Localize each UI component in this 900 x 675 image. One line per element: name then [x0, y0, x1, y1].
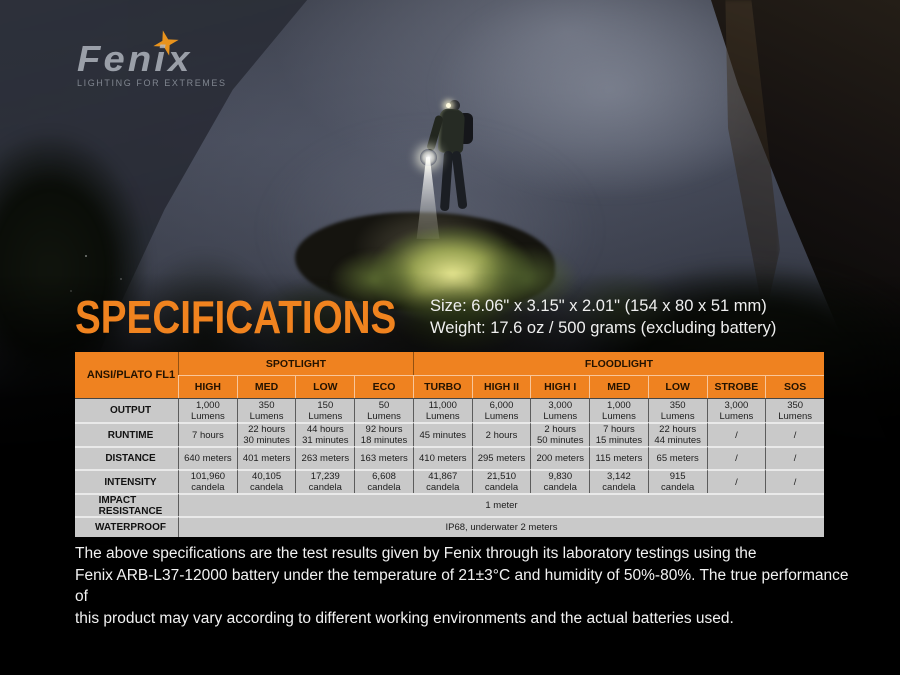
cell-output-10: 350 Lumens — [765, 398, 824, 422]
column-header-med: MED — [589, 375, 648, 398]
cell-intensity-6: 9,830 candela — [530, 469, 590, 493]
cell-intensity-8: 915 candela — [647, 469, 707, 493]
column-header-high-i: HIGH I — [530, 375, 590, 398]
cell-runtime-1: 22 hours 30 minutes — [236, 422, 296, 446]
cell-runtime-7: 7 hours 15 minutes — [589, 422, 648, 446]
cell-distance-3: 163 meters — [354, 446, 413, 469]
cell-intensity-2: 17,239 candela — [295, 469, 355, 493]
column-header-eco: ECO — [354, 375, 413, 398]
column-header-high: HIGH — [178, 375, 237, 398]
cell-intensity-10: / — [765, 469, 824, 493]
row-label-distance: DISTANCE — [75, 446, 178, 469]
fenix-logo: Fenix LIGHTING FOR EXTREMES — [77, 30, 227, 88]
cell-intensity-7: 3,142 candela — [589, 469, 648, 493]
cell-runtime-3: 92 hours 18 minutes — [354, 422, 413, 446]
cell-intensity-0: 101,960 candela — [178, 469, 237, 493]
waterproof-value: IP68, underwater 2 meters — [178, 516, 824, 537]
column-header-med: MED — [236, 375, 296, 398]
row-label-waterproof: WATERPROOF — [75, 516, 178, 537]
row-label-output: OUTPUT — [75, 398, 178, 422]
cell-output-9: 3,000 Lumens — [706, 398, 766, 422]
disclaimer-text: The above specifications are the test re… — [75, 543, 865, 629]
cell-distance-10: / — [765, 446, 824, 469]
column-group-spotlight: SPOTLIGHT — [178, 352, 413, 375]
cell-distance-7: 115 meters — [589, 446, 648, 469]
cell-output-4: 11,000 Lumens — [412, 398, 472, 422]
impact-resistance-value: 1 meter — [178, 493, 824, 516]
dimensions-block: Size: 6.06" x 3.15" x 2.01" (154 x 80 x … — [430, 296, 776, 339]
disclaimer-line: Fenix ARB-L37-12000 battery under the te… — [75, 566, 849, 606]
page-title: SPECIFICATIONS — [75, 291, 397, 343]
cell-runtime-2: 44 hours 31 minutes — [295, 422, 355, 446]
specifications-table: ANSI/PLATO FL1 SPOTLIGHT FLOODLIGHT HIGH… — [75, 352, 824, 537]
cell-distance-5: 295 meters — [471, 446, 531, 469]
cell-output-5: 6,000 Lumens — [471, 398, 531, 422]
row-label-intensity: INTENSITY — [75, 469, 178, 493]
cell-distance-8: 65 meters — [647, 446, 707, 469]
page-title-block: SPECIFICATIONS — [75, 293, 458, 341]
cell-output-6: 3,000 Lumens — [530, 398, 590, 422]
brand-tagline: LIGHTING FOR EXTREMES — [77, 78, 227, 88]
row-label-runtime: RUNTIME — [75, 422, 178, 446]
cell-runtime-10: / — [765, 422, 824, 446]
cell-intensity-3: 6,608 candela — [354, 469, 413, 493]
disclaimer-line: The above specifications are the test re… — [75, 545, 757, 562]
cell-distance-9: / — [706, 446, 766, 469]
cell-intensity-5: 21,510 candela — [471, 469, 531, 493]
cell-runtime-4: 45 minutes — [412, 422, 472, 446]
star-icon — [153, 30, 179, 56]
disclaimer-line: this product may vary according to diffe… — [75, 609, 734, 627]
size-line: Size: 6.06" x 3.15" x 2.01" (154 x 80 x … — [430, 297, 767, 315]
cell-runtime-8: 22 hours 44 minutes — [647, 422, 707, 446]
cell-distance-1: 401 meters — [236, 446, 296, 469]
cell-distance-4: 410 meters — [412, 446, 472, 469]
cell-runtime-0: 7 hours — [178, 422, 237, 446]
cell-output-7: 1,000 Lumens — [589, 398, 648, 422]
cell-intensity-4: 41,867 candela — [412, 469, 472, 493]
brand-name: Fenix — [77, 38, 193, 79]
column-header-sos: SOS — [765, 375, 824, 398]
column-header-high-ii: HIGH II — [471, 375, 531, 398]
cell-output-1: 350 Lumens — [236, 398, 296, 422]
column-header-low: LOW — [295, 375, 355, 398]
cell-distance-6: 200 meters — [530, 446, 590, 469]
table-corner-label: ANSI/PLATO FL1 — [75, 352, 178, 398]
cell-intensity-9: / — [706, 469, 766, 493]
cell-output-8: 350 Lumens — [647, 398, 707, 422]
cell-intensity-1: 40,105 candela — [236, 469, 296, 493]
column-group-floodlight: FLOODLIGHT — [412, 352, 824, 375]
column-header-low: LOW — [647, 375, 707, 398]
cell-output-2: 150 Lumens — [295, 398, 355, 422]
cell-output-0: 1,000 Lumens — [178, 398, 237, 422]
cell-distance-0: 640 meters — [178, 446, 237, 469]
row-label-impact-resistance: IMPACT RESISTANCE — [75, 493, 178, 516]
cell-runtime-6: 2 hours 50 minutes — [530, 422, 590, 446]
cell-output-3: 50 Lumens — [354, 398, 413, 422]
column-header-strobe: STROBE — [706, 375, 766, 398]
column-header-turbo: TURBO — [412, 375, 472, 398]
cell-runtime-5: 2 hours — [471, 422, 531, 446]
weight-line: Weight: 17.6 oz / 500 grams (excluding b… — [430, 318, 777, 337]
cell-distance-2: 263 meters — [295, 446, 355, 469]
cell-runtime-9: / — [706, 422, 766, 446]
